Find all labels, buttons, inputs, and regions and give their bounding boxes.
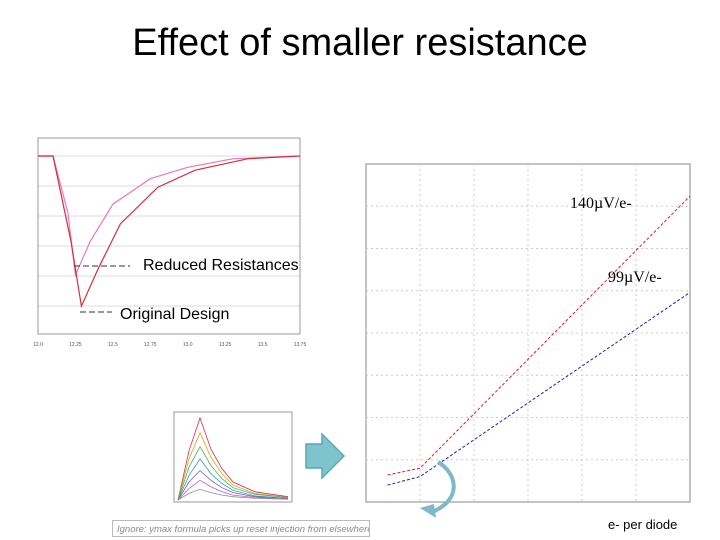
series-line-2 [387, 291, 691, 486]
transient-chart: 12.0 12.25 12.5 12.75 13.0 13.25 13.5 13.75 Red… [33, 137, 306, 348]
annotation-original-design: Original Design [120, 306, 229, 323]
series-line-4 [177, 458, 289, 501]
x-tick-label: 13.0 [183, 342, 193, 348]
x-tick-label: 13.25 [219, 342, 232, 348]
x-tick-label: 12.5 [108, 342, 118, 348]
x-axis-label: e- per diode [608, 517, 677, 532]
series-line-2 [38, 155, 301, 309]
series-line-3 [177, 445, 289, 501]
annotation-reduced-resistances: Reduced Resistances [143, 257, 299, 274]
series-lines [38, 155, 301, 309]
x-tick-label: 12.25 [69, 342, 82, 348]
plot-frame [37, 137, 301, 335]
series-line-5 [177, 469, 289, 501]
x-tick-label: 12.0 [33, 342, 43, 348]
series-line-1 [38, 155, 301, 278]
annotation-140uv-per-e: 140µV/e- [570, 195, 632, 212]
x-tick-label: 13.5 [258, 342, 268, 348]
right-arrow-icon [305, 432, 346, 480]
simulation-note: Ignore: ymax formula picks up reset inje… [112, 520, 370, 537]
series-lines [387, 195, 691, 486]
series-line-1 [177, 416, 289, 501]
series-line-2 [177, 431, 289, 501]
x-tick-label: 13.75 [294, 342, 307, 348]
series-line-1 [387, 195, 691, 476]
series-line-7 [177, 488, 289, 501]
series-lines [177, 416, 289, 501]
inset-chart [173, 411, 293, 503]
response-chart: 140µV/e- 99µV/e- e- per diode [365, 163, 691, 532]
slide-title: Effect of smaller resistance [132, 22, 588, 64]
curved-arrow-icon [420, 460, 456, 518]
annotation-99uv-per-e: 99µV/e- [608, 269, 662, 286]
x-tick-labels: 12.0 12.25 12.5 12.75 13.0 13.25 13.5 13.75 [33, 342, 306, 348]
gridlines [366, 164, 690, 502]
x-tick-label: 12.75 [144, 342, 157, 348]
series-line-6 [177, 479, 289, 501]
plot-frame [173, 411, 293, 503]
